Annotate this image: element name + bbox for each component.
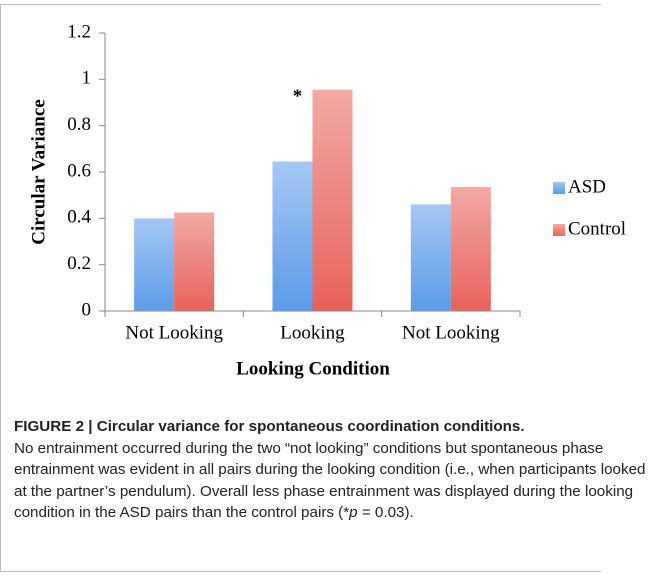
chart: Circular Variance Looking Condition 0 0.2… [28, 21, 626, 379]
y-tick-label: 1.2 [67, 21, 91, 42]
legend-swatch [553, 182, 565, 194]
bar [450, 187, 491, 311]
caption-text: No entrainment occurred during the two “… [14, 439, 646, 522]
caption-title: FIGURE 2 | Circular variance for spontan… [14, 418, 525, 435]
x-tick-label: Not Looking [125, 322, 223, 343]
bar [410, 204, 451, 311]
y-tick-label: 0.2 [67, 253, 91, 274]
y-tick-label: 0 [82, 299, 92, 320]
x-tick-label: Looking [280, 322, 345, 343]
x-axis-label: Looking Condition [236, 358, 390, 379]
y-axis-label: Circular Variance [28, 99, 49, 245]
y-tick-label: 0.4 [67, 207, 91, 228]
y-tick-label: 0.6 [67, 160, 91, 181]
legend-label: Control [568, 218, 626, 239]
annotation: * [293, 86, 303, 107]
caption-end: = 0.03). [357, 504, 414, 521]
x-tick-label: Not Looking [402, 322, 500, 343]
bar [272, 161, 313, 311]
bar [174, 212, 215, 311]
legend-swatch [553, 224, 565, 236]
bar [312, 89, 353, 311]
legend-label: ASD [568, 176, 606, 197]
caption-italic: p [349, 504, 358, 521]
y-tick-label: 1 [82, 68, 92, 89]
bar [134, 218, 175, 311]
y-tick-label: 0.8 [67, 114, 91, 135]
caption: FIGURE 2 | Circular variance for spontan… [14, 416, 650, 524]
figure-frame [0, 4, 601, 572]
